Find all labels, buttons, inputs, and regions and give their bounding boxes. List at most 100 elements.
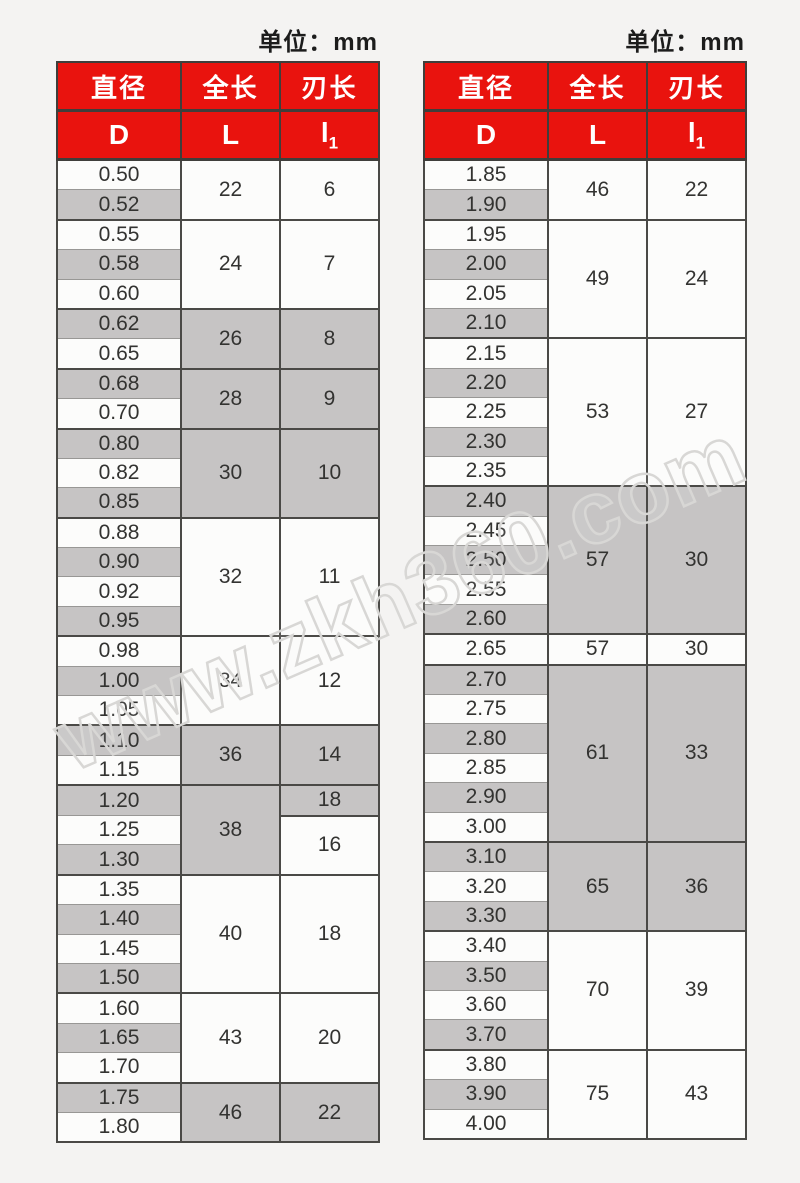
overall-length-cell: 38 <box>180 785 281 876</box>
table-row: 1.15 <box>56 755 379 787</box>
diameter-cell: 2.00 <box>423 249 549 280</box>
diameter-cell: 3.00 <box>423 812 549 843</box>
table-row: 1.30 <box>56 844 379 876</box>
diameter-cell: 2.35 <box>423 456 549 488</box>
table-row: 1.40 <box>56 904 379 935</box>
symbol-header-diameter: D <box>56 110 182 161</box>
overall-length-cell: 43 <box>180 993 281 1084</box>
diameter-cell: 0.62 <box>56 308 182 340</box>
table-row: 2.70 61 33 <box>423 664 747 843</box>
table-row: 0.88 32 11 <box>56 517 380 638</box>
diameter-cell: 1.85 <box>423 159 549 191</box>
diameter-cell: 0.98 <box>56 636 182 667</box>
table-row: 1.95 49 24 <box>423 219 747 340</box>
column-header-flute-length: 刃长 <box>279 62 380 112</box>
table-row: 3.00 <box>423 812 746 843</box>
diameter-cell: 0.80 <box>56 428 182 459</box>
symbol-header-flute-length: l1 <box>646 110 747 161</box>
symbol-header-flute-length: l1 <box>279 110 380 161</box>
flute-length-cell: 18 <box>279 785 380 817</box>
diameter-cell: 0.70 <box>56 398 182 430</box>
overall-length-cell: 75 <box>547 1049 648 1140</box>
diameter-cell: 2.15 <box>423 338 549 369</box>
flute-length-cell: 36 <box>646 841 747 933</box>
flute-length-cell: 12 <box>279 636 380 727</box>
diameter-cell: 1.90 <box>423 189 549 221</box>
table-row: 2.60 <box>423 604 746 636</box>
diameter-cell: 2.90 <box>423 782 549 813</box>
diameter-cell: 2.30 <box>423 427 549 457</box>
diameter-cell: 0.95 <box>56 606 182 638</box>
flute-length-cell: 22 <box>279 1082 380 1144</box>
diameter-cell: 3.10 <box>423 841 549 873</box>
table-row: 1.05 <box>56 695 379 727</box>
diameter-cell: 0.85 <box>56 487 182 519</box>
overall-length-cell: 24 <box>180 219 281 310</box>
table-row: 1.75 46 22 <box>56 1082 380 1144</box>
table-row: 3.70 <box>423 1019 746 1051</box>
diameter-cell: 3.30 <box>423 901 549 933</box>
diameter-cell: 0.55 <box>56 219 182 251</box>
table-row: 1.25 16 <box>56 815 380 876</box>
flute-length-cell: 24 <box>646 219 747 340</box>
table-row: 2.50 <box>423 545 746 576</box>
overall-length-cell: 28 <box>180 368 281 430</box>
table-row: 1.50 <box>56 963 379 995</box>
diameter-cell: 2.65 <box>423 634 549 666</box>
flute-length-cell: 9 <box>279 368 380 430</box>
diameter-cell: 1.15 <box>56 755 182 787</box>
diameter-cell: 1.65 <box>56 1023 182 1054</box>
diameter-cell: 1.50 <box>56 963 182 995</box>
table-row: 2.00 <box>423 249 746 280</box>
diameter-cell: 1.05 <box>56 695 182 727</box>
flute-length-cell: 27 <box>646 338 747 488</box>
table-row: 0.65 <box>56 338 379 370</box>
diameter-cell: 1.40 <box>56 904 182 935</box>
overall-length-cell: 53 <box>547 338 648 488</box>
diameter-cell: 0.58 <box>56 249 182 280</box>
table-row: 3.20 <box>423 871 746 902</box>
table-row: 0.90 <box>56 547 379 578</box>
table-row: 2.25 <box>423 397 746 428</box>
column-header-flute-length: 刃长 <box>646 62 747 112</box>
table-row: 0.70 <box>56 398 379 430</box>
flute-length-cell: 18 <box>279 874 380 995</box>
symbol-header-overall-length: L <box>180 110 281 161</box>
diameter-cell: 0.82 <box>56 458 182 489</box>
table-row: 1.65 <box>56 1023 379 1054</box>
diameter-cell: 0.50 <box>56 159 182 191</box>
overall-length-cell: 22 <box>180 159 281 221</box>
diameter-cell: 2.80 <box>423 723 549 754</box>
flute-length-cell: 33 <box>646 664 747 843</box>
table-row: 0.55 24 7 <box>56 219 380 310</box>
symbol-header-diameter: D <box>423 110 549 161</box>
table-row: 2.35 <box>423 456 746 488</box>
diameter-cell: 4.00 <box>423 1109 549 1140</box>
table-row: 3.40 70 39 <box>423 931 747 1051</box>
overall-length-cell: 32 <box>180 517 281 638</box>
table-row: 1.80 <box>56 1112 379 1144</box>
diameter-cell: 3.50 <box>423 961 549 991</box>
column-header-diameter: 直径 <box>56 62 182 112</box>
table-row: 1.00 <box>56 666 379 697</box>
diameter-cell: 1.25 <box>56 815 182 846</box>
overall-length-cell: 30 <box>180 428 281 519</box>
column-header-overall-length: 全长 <box>547 62 648 112</box>
table-row: 2.05 <box>423 279 746 309</box>
table-row: 2.75 <box>423 694 746 725</box>
table-row: 3.60 <box>423 990 746 1021</box>
diameter-cell: 2.75 <box>423 694 549 725</box>
unit-label: 单位：mm <box>258 29 378 56</box>
flute-length-cell: 11 <box>279 517 380 638</box>
table-row: 1.70 <box>56 1052 379 1084</box>
table-row: 3.90 <box>423 1079 746 1110</box>
table-row: 3.80 75 43 <box>423 1049 747 1140</box>
diameter-cell: 1.10 <box>56 725 182 756</box>
diameter-cell: 1.80 <box>56 1112 182 1144</box>
table-row: 3.50 <box>423 961 746 991</box>
table-row: 2.90 <box>423 782 746 813</box>
diameter-cell: 1.20 <box>56 785 182 817</box>
table-row: 2.85 <box>423 753 746 784</box>
